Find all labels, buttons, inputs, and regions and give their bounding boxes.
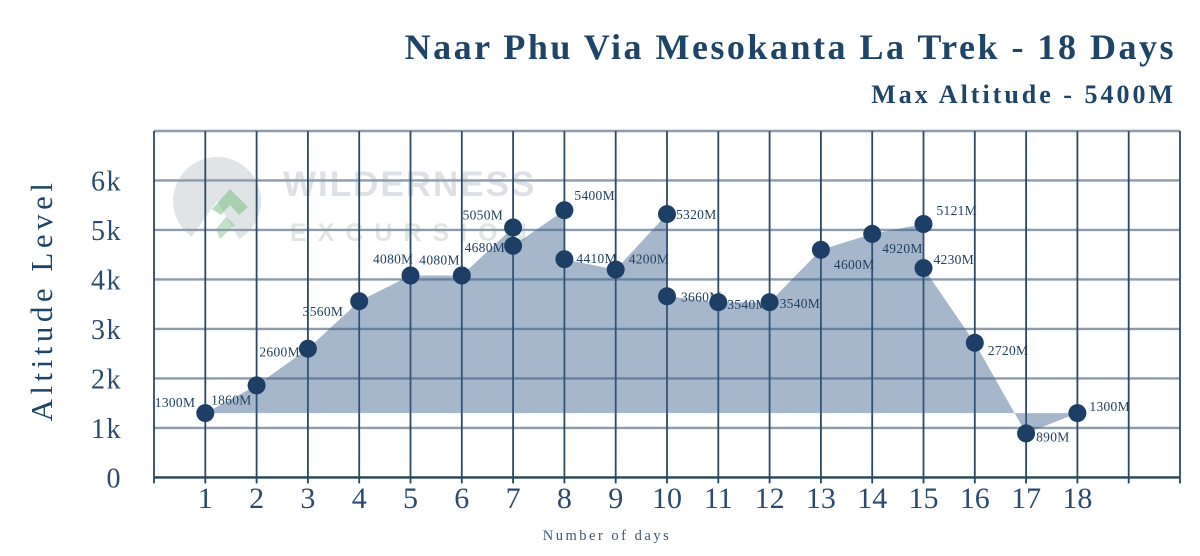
data-point bbox=[504, 236, 523, 255]
point-label: 4200M bbox=[629, 252, 670, 267]
x-tick-label: 3 bbox=[300, 482, 315, 515]
watermark-text-line2: EXCURSION bbox=[290, 219, 538, 247]
data-point bbox=[350, 292, 369, 311]
point-label: 2720M bbox=[988, 343, 1029, 358]
data-point bbox=[658, 287, 676, 306]
data-point bbox=[555, 201, 574, 220]
y-tick-label: 4k bbox=[91, 266, 122, 297]
x-tick-label: 17 bbox=[1011, 482, 1041, 515]
data-point bbox=[811, 240, 830, 259]
x-tick-label: 10 bbox=[652, 482, 682, 515]
watermark: WILDERNESS EXCURSION bbox=[173, 156, 538, 247]
x-tick-label: 6 bbox=[454, 482, 469, 515]
x-tick-label: 12 bbox=[755, 482, 785, 515]
x-tick-label: 4 bbox=[352, 482, 367, 515]
y-tick-label: 2k bbox=[91, 364, 122, 395]
data-point bbox=[606, 260, 625, 279]
point-label: 2600M bbox=[259, 345, 300, 360]
y-tick-label: 6k bbox=[91, 167, 122, 198]
point-label: 5121M bbox=[937, 203, 978, 218]
x-tick-label: 2 bbox=[249, 482, 264, 515]
data-point bbox=[298, 339, 317, 358]
x-tick-label: 8 bbox=[557, 482, 572, 515]
watermark-logo-circle-icon bbox=[173, 156, 262, 240]
x-tick-label: 9 bbox=[608, 482, 623, 515]
data-point bbox=[914, 215, 933, 233]
y-tick-label: 0 bbox=[107, 463, 123, 494]
data-point bbox=[914, 259, 933, 278]
point-label: 5320M bbox=[676, 207, 717, 222]
data-point bbox=[1017, 424, 1036, 443]
x-tick-label: 18 bbox=[1062, 482, 1092, 515]
x-tick-labels: 1 2 3 4 5 6 7 8 9 10 11 12 13 14 15 16 17 18 bbox=[198, 482, 1093, 515]
data-point bbox=[709, 293, 728, 312]
y-tick-labels: 0 1k 2k 3k 4k 5k 6k bbox=[91, 167, 123, 495]
data-point bbox=[247, 376, 266, 395]
data-point bbox=[504, 218, 523, 237]
data-point bbox=[965, 333, 984, 352]
x-tick-label: 11 bbox=[704, 482, 733, 515]
point-label: 4080M bbox=[419, 253, 460, 268]
chart-title: Naar Phu Via Mesokanta La Trek - 18 Days bbox=[404, 27, 1176, 67]
data-point bbox=[196, 404, 215, 423]
point-label: 1860M bbox=[211, 392, 252, 407]
data-point bbox=[452, 266, 471, 285]
x-tick-label: 15 bbox=[909, 482, 939, 515]
x-tick-label: 13 bbox=[806, 482, 836, 515]
data-point bbox=[401, 266, 420, 285]
y-tick-label: 1k bbox=[91, 414, 122, 445]
watermark-logo-arrow-tail-icon bbox=[216, 217, 235, 239]
point-label: 3560M bbox=[303, 304, 344, 319]
data-point bbox=[760, 293, 779, 312]
watermark-logo-arrow-icon bbox=[212, 189, 248, 215]
point-label: 890M bbox=[1036, 429, 1069, 444]
y-tick-label: 5k bbox=[91, 216, 122, 247]
point-label: 3540M bbox=[727, 297, 768, 312]
x-tick-label: 5 bbox=[403, 482, 418, 515]
x-tick-label: 14 bbox=[857, 482, 887, 515]
chart-subtitle: Max Altitude - 5400M bbox=[871, 80, 1176, 109]
point-labels: 1300M 1860M 2600M 3560M 4080M 4080M 5050M 4680M… bbox=[155, 188, 1130, 444]
point-label: 4680M bbox=[465, 240, 506, 255]
point-label: 5050M bbox=[463, 208, 504, 223]
point-label: 4410M bbox=[576, 251, 617, 266]
point-label: 4230M bbox=[934, 252, 975, 267]
data-point bbox=[658, 205, 676, 224]
point-label: 3540M bbox=[780, 296, 821, 311]
point-label: 5400M bbox=[574, 188, 615, 203]
x-tick-label: 7 bbox=[506, 482, 521, 515]
y-tick-label: 3k bbox=[91, 315, 122, 346]
data-points bbox=[196, 201, 1087, 443]
watermark-text-line1: WILDERNESS bbox=[283, 165, 536, 204]
point-label: 1300M bbox=[155, 395, 196, 410]
data-point bbox=[555, 250, 574, 269]
x-axis-title: Number of days bbox=[542, 528, 672, 544]
data-point bbox=[1068, 404, 1087, 423]
x-tick-label: 1 bbox=[198, 482, 213, 515]
data-point bbox=[863, 224, 882, 243]
point-label: 3660M bbox=[681, 289, 722, 304]
point-label: 4080M bbox=[373, 252, 414, 267]
point-label: 1300M bbox=[1089, 399, 1130, 414]
point-label: 4920M bbox=[882, 241, 923, 256]
x-tick-label: 16 bbox=[960, 482, 990, 515]
point-label: 4600M bbox=[834, 257, 875, 272]
altitude-area-fill bbox=[205, 210, 1078, 434]
